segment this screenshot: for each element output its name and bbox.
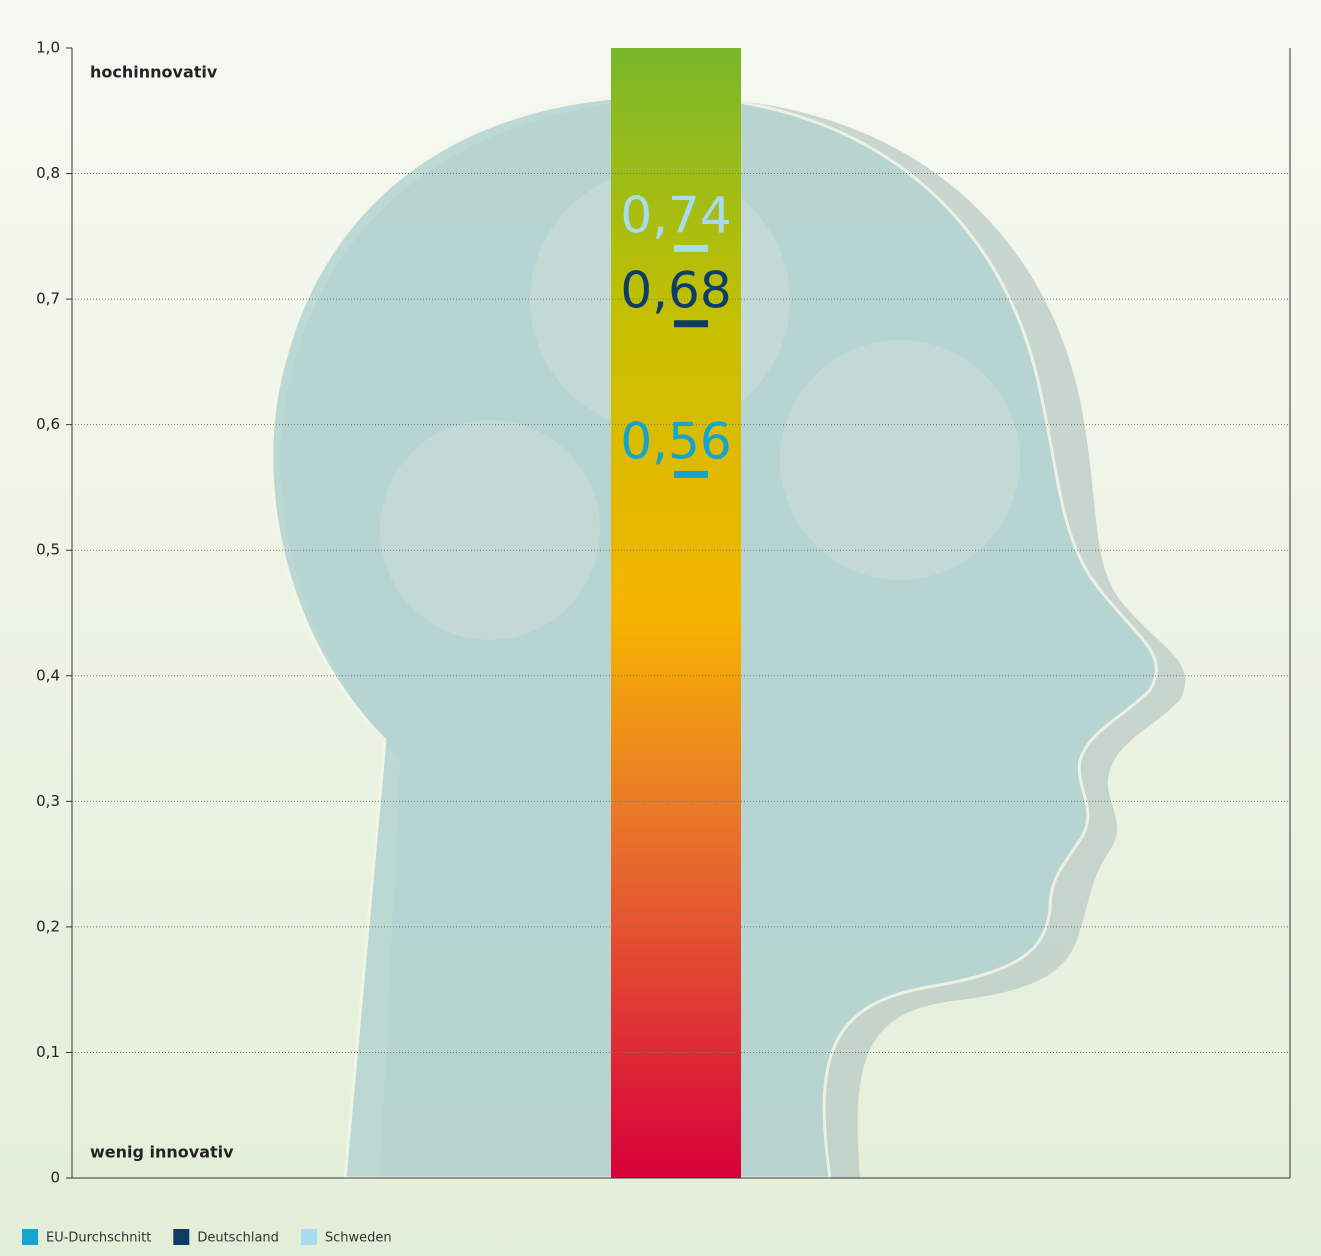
value-label: 0,74 bbox=[620, 186, 731, 244]
value-marker bbox=[674, 320, 708, 328]
value-label: 0,68 bbox=[620, 262, 731, 320]
y-tick-label: 0,7 bbox=[36, 290, 60, 308]
y-tick-label: 0,4 bbox=[36, 666, 60, 684]
y-tick-label: 0,3 bbox=[36, 792, 60, 810]
legend-label: Schweden bbox=[325, 1231, 392, 1246]
legend-swatch bbox=[173, 1229, 190, 1245]
scale-bar bbox=[611, 48, 741, 1178]
legend-swatch bbox=[300, 1229, 317, 1245]
y-tick-label: 0,5 bbox=[36, 541, 60, 559]
legend-label: Deutschland bbox=[197, 1231, 279, 1246]
legend-swatch bbox=[22, 1229, 38, 1245]
annotation: wenig innovativ bbox=[90, 1143, 234, 1162]
y-tick-label: 0,6 bbox=[36, 415, 60, 433]
y-tick-label: 0 bbox=[50, 1169, 60, 1187]
value-marker bbox=[674, 244, 708, 252]
y-tick-label: 0,2 bbox=[36, 917, 60, 935]
y-tick-label: 0,8 bbox=[36, 164, 60, 182]
y-tick-label: 1,0 bbox=[36, 39, 60, 57]
value-marker bbox=[674, 470, 708, 478]
chart-layer: 0 0,1 0,2 0,3 0,4 0,5 0,6 0,7 0,8 1,0 0,56 0,68 0,74… bbox=[22, 39, 1290, 1246]
legend-label: EU-Durchschnitt bbox=[46, 1231, 151, 1246]
y-tick-label: 0,1 bbox=[36, 1043, 60, 1061]
value-label: 0,56 bbox=[620, 412, 731, 470]
annotation: hochinnovativ bbox=[90, 63, 218, 82]
